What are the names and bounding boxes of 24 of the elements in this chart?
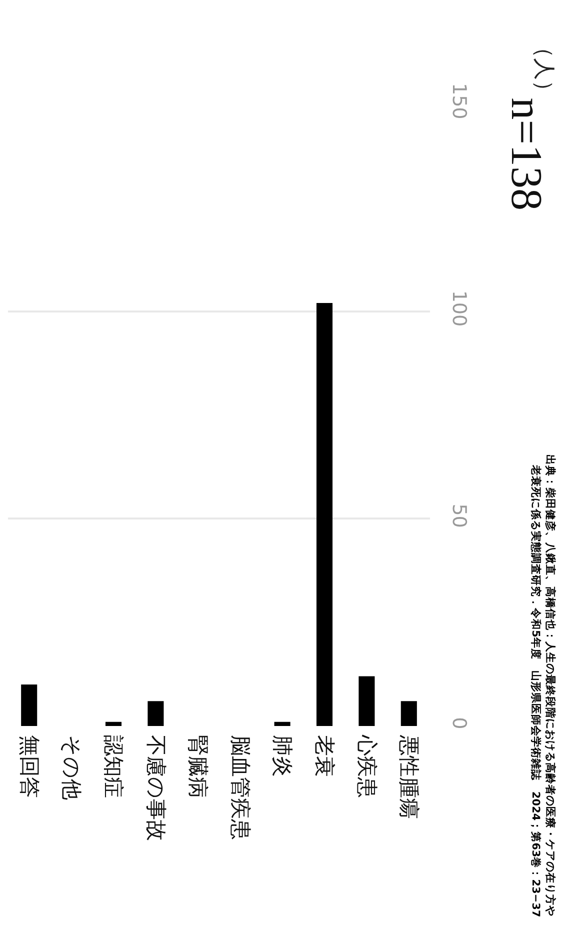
bar xyxy=(316,303,333,726)
y-tick-label: 150 xyxy=(448,83,470,120)
y-tick-label: 0 xyxy=(448,717,470,730)
x-tick-label: 肺炎 xyxy=(270,735,294,777)
x-tick-label: 心疾患 xyxy=(354,734,379,798)
x-tick-label: 腎臓病 xyxy=(186,735,210,798)
source-note: 出典：柴田健彦、八鍬直、高橋信也：人生の最終段階における高齢者の医療・ケアの在り方や xyxy=(544,454,558,917)
x-tick-label: 老衰 xyxy=(312,735,337,777)
x-tick-label: 無回答 xyxy=(17,735,42,798)
bar xyxy=(105,722,122,726)
text: n=138 xyxy=(502,98,551,210)
x-tick-label: 認知症 xyxy=(102,735,126,798)
x-tick-label: 悪性腫瘍 xyxy=(397,734,422,819)
text: 老衰死に係る実態調査研究．令和5年度 山形県医師会学術雑誌 2024；第63巻：23−37 xyxy=(530,464,543,918)
y-tick-label: 100 xyxy=(448,290,470,327)
bar xyxy=(400,701,417,726)
bar xyxy=(148,701,164,726)
x-tick-label: 不慮の事故 xyxy=(144,735,168,841)
x-tick-label: 脳血管疾患 xyxy=(228,735,252,840)
bar xyxy=(21,684,38,726)
bar xyxy=(274,722,290,726)
y-tick-label: 50 xyxy=(448,504,470,528)
bar xyxy=(358,676,375,726)
x-tick-label: その他 xyxy=(59,735,84,800)
